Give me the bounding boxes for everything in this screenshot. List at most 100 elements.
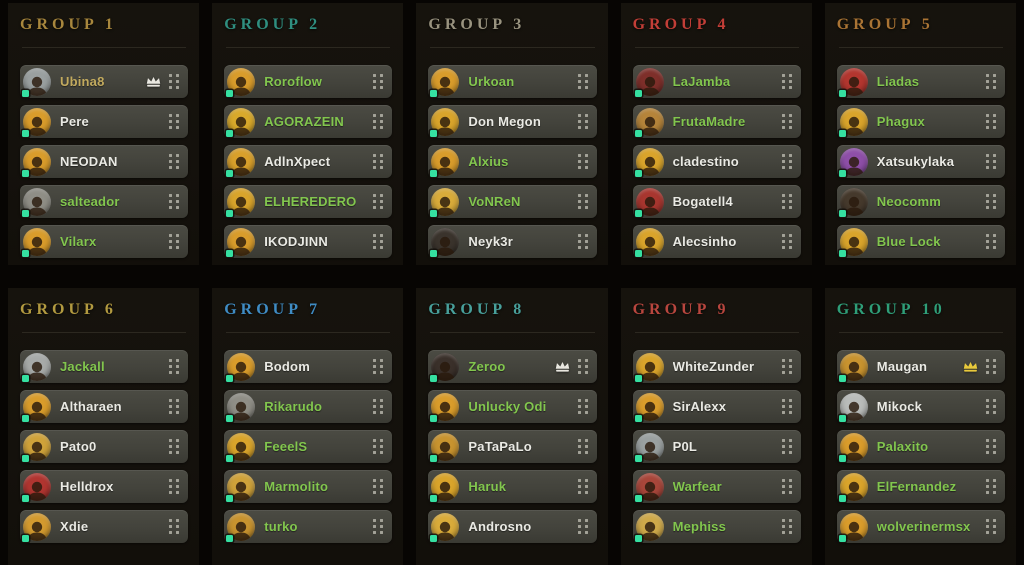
player-row[interactable]: salteador <box>20 185 189 218</box>
player-row[interactable]: Mephiss <box>632 510 801 543</box>
player-row[interactable]: Liadas <box>836 65 1005 98</box>
drag-handle-icon[interactable] <box>781 74 792 89</box>
drag-handle-icon[interactable] <box>985 439 996 454</box>
drag-handle-icon[interactable] <box>985 359 996 374</box>
drag-handle-icon[interactable] <box>781 154 792 169</box>
player-row[interactable]: VoNReN <box>428 185 597 218</box>
drag-handle-icon[interactable] <box>781 194 792 209</box>
player-row[interactable]: LaJamba <box>632 65 801 98</box>
player-row[interactable]: FrutaMadre <box>632 105 801 138</box>
drag-handle-icon[interactable] <box>169 399 180 414</box>
drag-handle-icon[interactable] <box>985 114 996 129</box>
drag-handle-icon[interactable] <box>781 359 792 374</box>
drag-handle-icon[interactable] <box>169 194 180 209</box>
drag-handle-icon[interactable] <box>169 519 180 534</box>
player-row[interactable]: Palaxito <box>836 430 1005 463</box>
drag-handle-icon[interactable] <box>985 399 996 414</box>
player-row[interactable]: Marmolito <box>224 470 393 503</box>
drag-handle-icon[interactable] <box>577 74 588 89</box>
drag-handle-icon[interactable] <box>985 519 996 534</box>
player-row[interactable]: Urkoan <box>428 65 597 98</box>
player-row[interactable]: ELHEREDERO <box>224 185 393 218</box>
drag-handle-icon[interactable] <box>373 519 384 534</box>
player-row[interactable]: PaTaPaLo <box>428 430 597 463</box>
player-row[interactable]: Alxius <box>428 145 597 178</box>
player-row[interactable]: Altharaen <box>20 390 189 423</box>
drag-handle-icon[interactable] <box>373 399 384 414</box>
drag-handle-icon[interactable] <box>577 114 588 129</box>
drag-handle-icon[interactable] <box>781 479 792 494</box>
drag-handle-icon[interactable] <box>577 194 588 209</box>
drag-handle-icon[interactable] <box>373 194 384 209</box>
player-row[interactable]: Rikarudo <box>224 390 393 423</box>
drag-handle-icon[interactable] <box>985 194 996 209</box>
player-row[interactable]: AdlnXpect <box>224 145 393 178</box>
drag-handle-icon[interactable] <box>373 479 384 494</box>
drag-handle-icon[interactable] <box>373 234 384 249</box>
drag-handle-icon[interactable] <box>169 439 180 454</box>
drag-handle-icon[interactable] <box>985 479 996 494</box>
drag-handle-icon[interactable] <box>169 479 180 494</box>
drag-handle-icon[interactable] <box>169 234 180 249</box>
drag-handle-icon[interactable] <box>781 399 792 414</box>
player-row[interactable]: Alecsinho <box>632 225 801 258</box>
player-row[interactable]: wolverinermsx <box>836 510 1005 543</box>
drag-handle-icon[interactable] <box>577 439 588 454</box>
drag-handle-icon[interactable] <box>781 439 792 454</box>
drag-handle-icon[interactable] <box>985 234 996 249</box>
drag-handle-icon[interactable] <box>373 154 384 169</box>
drag-handle-icon[interactable] <box>577 234 588 249</box>
drag-handle-icon[interactable] <box>985 154 996 169</box>
drag-handle-icon[interactable] <box>373 74 384 89</box>
drag-handle-icon[interactable] <box>169 154 180 169</box>
drag-handle-icon[interactable] <box>781 234 792 249</box>
player-row[interactable]: ElFernandez <box>836 470 1005 503</box>
player-row[interactable]: Neyk3r <box>428 225 597 258</box>
player-row[interactable]: Blue Lock <box>836 225 1005 258</box>
player-row[interactable]: Vilarx <box>20 225 189 258</box>
drag-handle-icon[interactable] <box>373 359 384 374</box>
drag-handle-icon[interactable] <box>577 479 588 494</box>
drag-handle-icon[interactable] <box>373 114 384 129</box>
drag-handle-icon[interactable] <box>577 399 588 414</box>
player-row[interactable]: Pere <box>20 105 189 138</box>
player-row[interactable]: FeeelS <box>224 430 393 463</box>
player-row[interactable]: Bogatell4 <box>632 185 801 218</box>
drag-handle-icon[interactable] <box>577 519 588 534</box>
player-row[interactable]: Xatsukylaka <box>836 145 1005 178</box>
drag-handle-icon[interactable] <box>373 439 384 454</box>
player-row[interactable]: Phagux <box>836 105 1005 138</box>
player-row[interactable]: Warfear <box>632 470 801 503</box>
player-row[interactable]: Xdie <box>20 510 189 543</box>
player-row[interactable]: AGORAZEIN <box>224 105 393 138</box>
player-row[interactable]: WhiteZunder <box>632 350 801 383</box>
drag-handle-icon[interactable] <box>781 114 792 129</box>
player-row[interactable]: SirAlexx <box>632 390 801 423</box>
player-row[interactable]: Ubina8 <box>20 65 189 98</box>
player-row[interactable]: Unlucky Odi <box>428 390 597 423</box>
player-row[interactable]: Pato0 <box>20 430 189 463</box>
player-row[interactable]: NEODAN <box>20 145 189 178</box>
player-row[interactable]: Jackall <box>20 350 189 383</box>
player-row[interactable]: Don Megon <box>428 105 597 138</box>
player-row[interactable]: cladestino <box>632 145 801 178</box>
player-row[interactable]: P0L <box>632 430 801 463</box>
player-row[interactable]: Haruk <box>428 470 597 503</box>
player-row[interactable]: turko <box>224 510 393 543</box>
drag-handle-icon[interactable] <box>169 74 180 89</box>
drag-handle-icon[interactable] <box>169 359 180 374</box>
player-row[interactable]: Roroflow <box>224 65 393 98</box>
player-row[interactable]: IKODJINN <box>224 225 393 258</box>
drag-handle-icon[interactable] <box>577 154 588 169</box>
drag-handle-icon[interactable] <box>985 74 996 89</box>
player-row[interactable]: Neocomm <box>836 185 1005 218</box>
drag-handle-icon[interactable] <box>781 519 792 534</box>
drag-handle-icon[interactable] <box>169 114 180 129</box>
drag-handle-icon[interactable] <box>577 359 588 374</box>
player-row[interactable]: Mikock <box>836 390 1005 423</box>
player-row[interactable]: Androsno <box>428 510 597 543</box>
player-row[interactable]: Helldrox <box>20 470 189 503</box>
player-row[interactable]: Bodom <box>224 350 393 383</box>
player-row[interactable]: Maugan <box>836 350 1005 383</box>
player-row[interactable]: Zeroo <box>428 350 597 383</box>
